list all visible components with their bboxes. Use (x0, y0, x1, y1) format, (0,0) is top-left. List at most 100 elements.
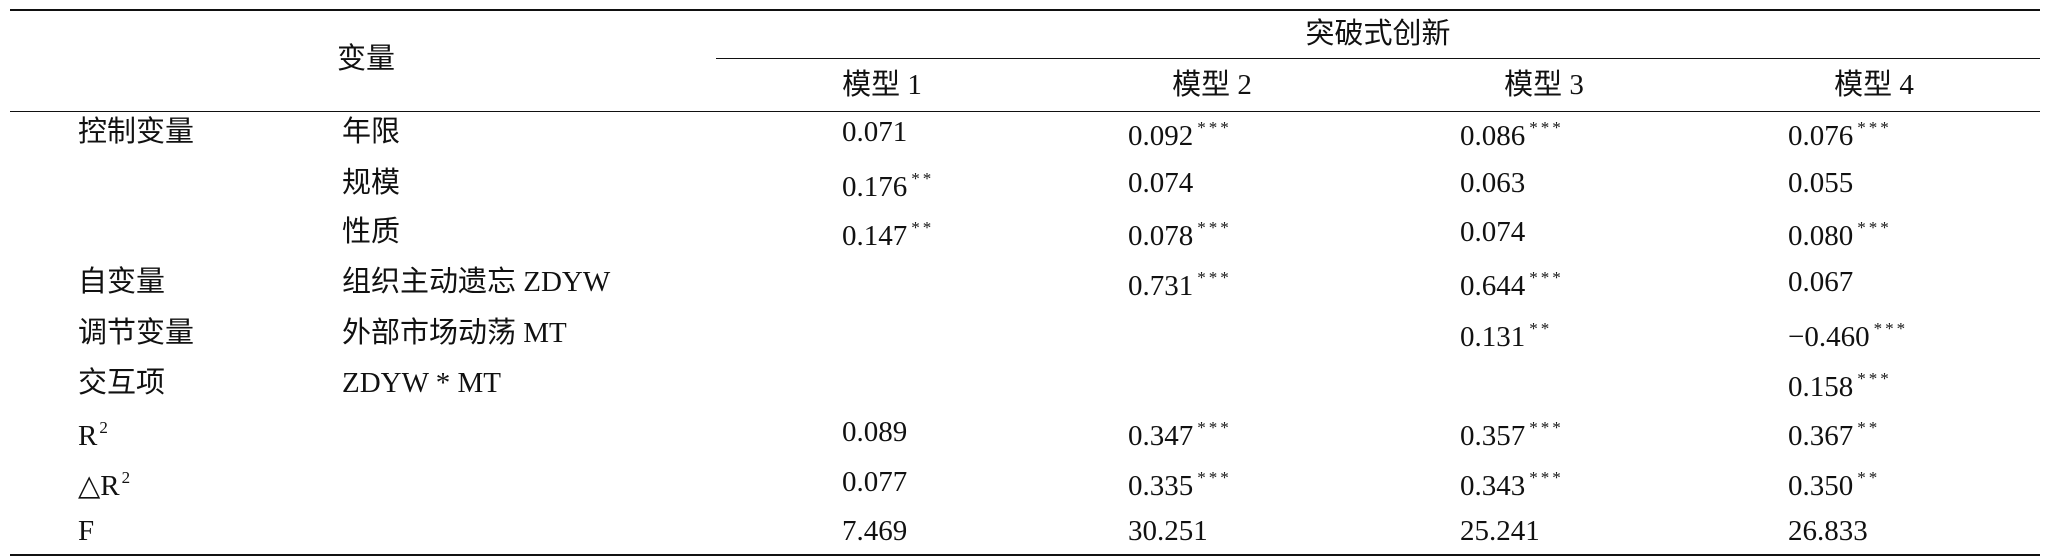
cell: 0.067 (1788, 265, 1853, 299)
coefficient: 0.071 (842, 116, 908, 148)
coefficient: 0.055 (1788, 167, 1854, 199)
coefficient: 25.241 (1460, 515, 1540, 547)
coefficient: 0.089 (842, 416, 908, 448)
variable: 规模 (342, 167, 401, 199)
cell: 0.071 (842, 115, 907, 149)
cell: 0.131 ** (1460, 312, 1552, 354)
cell: 0.076 *** (1788, 111, 1892, 153)
cell: 0.347 *** (1128, 411, 1232, 453)
significance: ** (1857, 468, 1881, 487)
significance: *** (1857, 369, 1892, 388)
cell: 0.092 *** (1128, 111, 1232, 153)
model-header: 模型 3 (1504, 69, 1584, 101)
cell: 0.147 ** (842, 211, 934, 253)
cell: 0.063 (1460, 166, 1525, 200)
coefficient: 0.347 (1128, 420, 1194, 452)
row-label: 交互项 (78, 367, 166, 399)
significance: ** (1857, 418, 1881, 437)
cell: 30.251 (1128, 514, 1208, 548)
row-label: 自变量 (78, 266, 166, 298)
significance: *** (1197, 118, 1232, 137)
coefficient: 0.063 (1460, 167, 1526, 199)
significance: ** (1529, 319, 1553, 338)
cell: 26.833 (1788, 514, 1868, 548)
coefficient: −0.460 (1788, 321, 1870, 353)
model-header: 模型 1 (842, 69, 922, 101)
variable: ZDYW * MT (342, 367, 501, 399)
significance: *** (1529, 118, 1564, 137)
cell: 0.080 *** (1788, 211, 1892, 253)
row-label: 控制变量 (78, 116, 195, 148)
row-label: 调节变量 (78, 317, 195, 349)
coefficient: 7.469 (842, 515, 908, 547)
coefficient: 0.357 (1460, 420, 1526, 452)
cell: 0.074 (1128, 166, 1193, 200)
cell: 0.077 (842, 465, 907, 499)
cell: 0.335 *** (1128, 461, 1232, 503)
coefficient: 0.074 (1128, 167, 1194, 199)
significance: *** (1529, 418, 1564, 437)
cell: 0.074 (1460, 215, 1525, 249)
coefficient: 0.074 (1460, 216, 1526, 248)
header-rule (10, 111, 2040, 112)
header-group: 突破式创新 (1305, 18, 1451, 50)
model-header: 模型 4 (1834, 69, 1914, 101)
coefficient: 0.147 (842, 220, 908, 252)
significance: *** (1197, 268, 1232, 287)
cell: 0.731 *** (1128, 261, 1232, 303)
coefficient: 0.131 (1460, 321, 1526, 353)
coefficient: 0.086 (1460, 120, 1526, 152)
cell: 0.350 ** (1788, 461, 1880, 503)
cell: 7.469 (842, 514, 907, 548)
group-rule (716, 58, 2040, 59)
model-header: 模型 2 (1172, 69, 1252, 101)
coefficient: 0.078 (1128, 220, 1194, 252)
cell: 0.367 ** (1788, 411, 1880, 453)
coefficient: 0.343 (1460, 470, 1526, 502)
label-text: R (78, 420, 98, 452)
significance: ** (911, 218, 935, 237)
significance: *** (1529, 268, 1564, 287)
row-label: F (78, 515, 95, 547)
coefficient: 0.644 (1460, 270, 1526, 302)
coefficient: 26.833 (1788, 515, 1868, 547)
variable: 组织主动遗忘 ZDYW (342, 266, 611, 298)
cell: 0.158 *** (1788, 362, 1892, 404)
label-text: △R (78, 470, 120, 502)
coefficient: 0.067 (1788, 266, 1854, 298)
label-sup: 2 (121, 468, 131, 487)
cell: 0.357 *** (1460, 411, 1564, 453)
cell: −0.460 *** (1788, 312, 1908, 354)
coefficient: 0.080 (1788, 220, 1854, 252)
cell: 0.086 *** (1460, 111, 1564, 153)
coefficient: 0.077 (842, 466, 908, 498)
significance: *** (1529, 468, 1564, 487)
variable: 性质 (342, 216, 401, 248)
coefficient: 0.176 (842, 171, 908, 203)
header-title: 变量 (336, 43, 396, 75)
variable: 外部市场动荡 MT (342, 317, 567, 349)
cell: 0.078 *** (1128, 211, 1232, 253)
coefficient: 0.076 (1788, 120, 1854, 152)
cell: 0.055 (1788, 166, 1853, 200)
coefficient: 30.251 (1128, 515, 1208, 547)
label-sup: 2 (99, 418, 108, 437)
significance: *** (1857, 118, 1892, 137)
coefficient: 0.731 (1128, 270, 1194, 302)
cell: 0.644 *** (1460, 261, 1564, 303)
significance: *** (1197, 468, 1232, 487)
row-label: △R 2 (78, 461, 130, 503)
significance: *** (1197, 418, 1232, 437)
significance: ** (911, 169, 935, 188)
top-rule (10, 9, 2040, 11)
coefficient: 0.092 (1128, 120, 1194, 152)
cell: 0.343 *** (1460, 461, 1564, 503)
coefficient: 0.350 (1788, 470, 1854, 502)
cell: 0.089 (842, 415, 907, 449)
cell: 0.176 ** (842, 162, 934, 204)
cell: 25.241 (1460, 514, 1540, 548)
significance: *** (1197, 218, 1232, 237)
significance: *** (1857, 218, 1892, 237)
